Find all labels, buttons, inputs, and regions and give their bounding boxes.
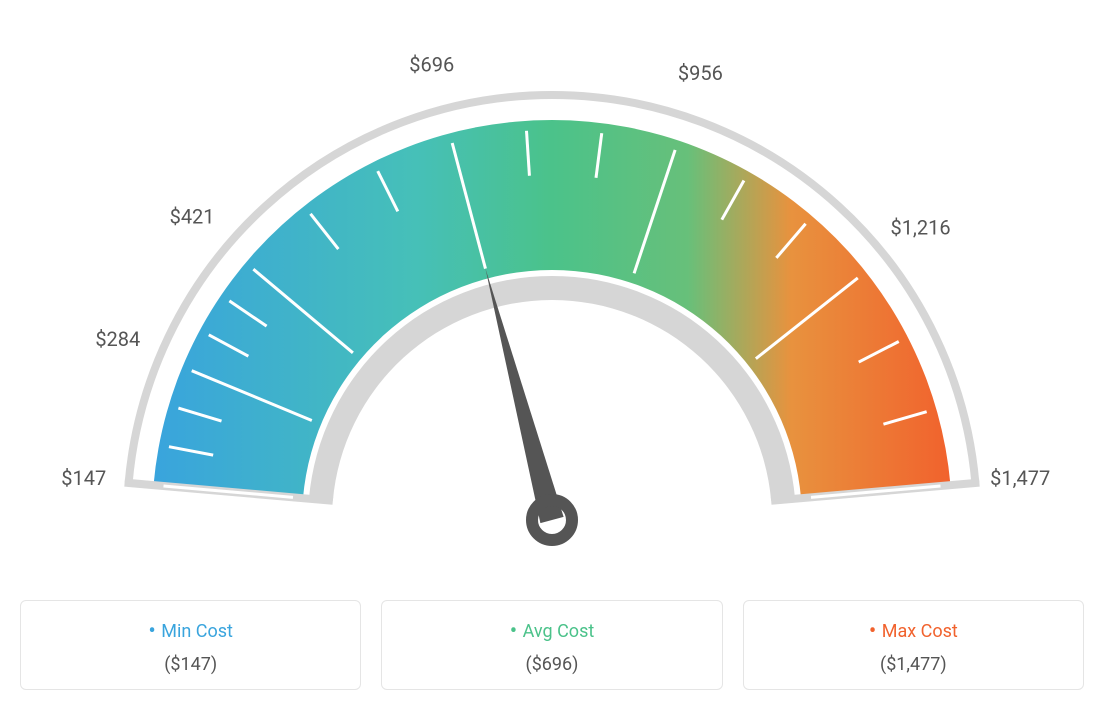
legend-avg-label: Avg Cost bbox=[392, 619, 711, 644]
gauge-tick-label: $956 bbox=[678, 61, 723, 85]
legend-min-label: Min Cost bbox=[31, 619, 350, 644]
legend-card-min: Min Cost ($147) bbox=[20, 600, 361, 690]
legend-card-max: Max Cost ($1,477) bbox=[743, 600, 1084, 690]
legend-avg-value: ($696) bbox=[392, 654, 711, 675]
gauge-arc bbox=[154, 120, 951, 498]
legend-max-value: ($1,477) bbox=[754, 654, 1073, 675]
gauge-tick-label: $1,477 bbox=[990, 466, 1050, 490]
legend-min-value: ($147) bbox=[31, 654, 350, 675]
gauge-tick-label: $421 bbox=[170, 205, 215, 229]
gauge-tick-label: $1,216 bbox=[890, 215, 950, 239]
legend-max-label: Max Cost bbox=[754, 619, 1073, 644]
gauge-tick-label: $147 bbox=[61, 466, 106, 490]
legend-row: Min Cost ($147) Avg Cost ($696) Max Cost… bbox=[20, 600, 1084, 690]
legend-card-avg: Avg Cost ($696) bbox=[381, 600, 722, 690]
gauge-area: $147 $284 $421 $696 $956 $1,216 $1,477 bbox=[20, 20, 1084, 580]
gauge-tick-label: $696 bbox=[409, 53, 454, 77]
gauge-needle bbox=[485, 269, 563, 523]
gauge-tick-label: $284 bbox=[95, 327, 140, 351]
cost-gauge-chart: $147 $284 $421 $696 $956 $1,216 $1,477 Min Cos… bbox=[20, 20, 1084, 690]
gauge-svg: $147 $284 $421 $696 $956 $1,216 $1,477 bbox=[20, 20, 1084, 580]
